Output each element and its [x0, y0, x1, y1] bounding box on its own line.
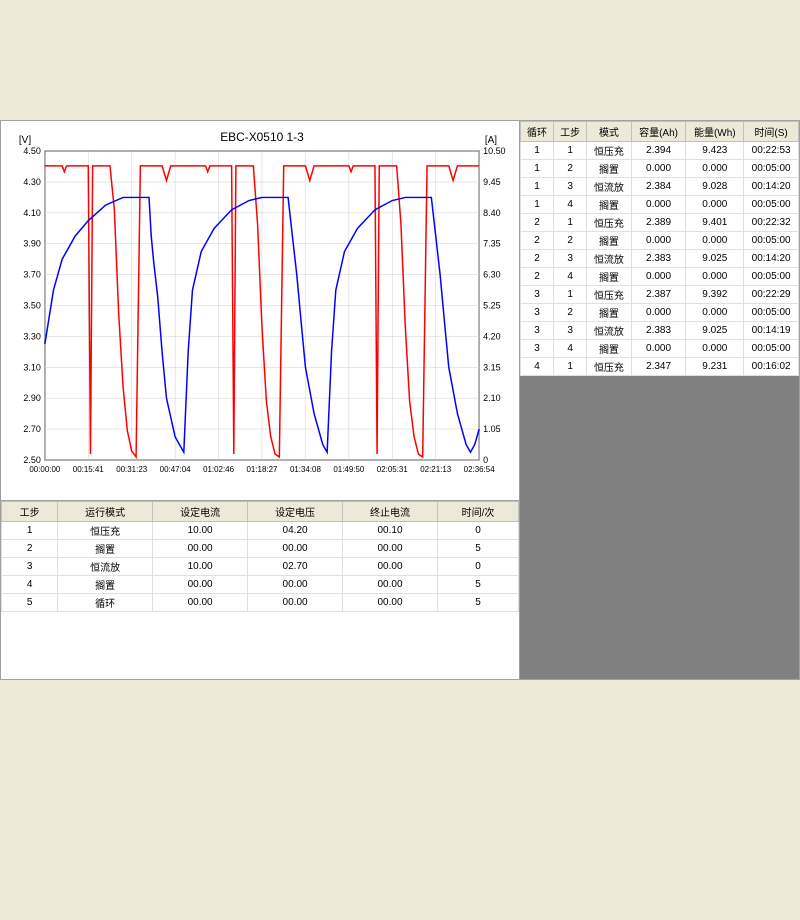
svg-text:01:02:46: 01:02:46 [203, 465, 235, 474]
svg-text:3.90: 3.90 [23, 239, 40, 249]
table-row[interactable]: 31恒压充2.3879.39200:22:29 [521, 286, 799, 304]
svg-text:5.25: 5.25 [483, 301, 500, 311]
result-table-header: 模式 [587, 122, 632, 142]
svg-text:[A]: [A] [485, 135, 497, 146]
svg-text:3.30: 3.30 [23, 331, 40, 341]
result-table[interactable]: 循环工步模式容量(Ah)能量(Wh)时间(S) 11恒压充2.3949.4230… [520, 121, 799, 376]
svg-text:EBC-X0510 1-3: EBC-X0510 1-3 [220, 130, 304, 144]
svg-text:4.50: 4.50 [23, 146, 40, 156]
table-row[interactable]: 12搁置0.0000.00000:05:00 [521, 160, 799, 178]
step-table-header: 工步 [2, 502, 58, 522]
svg-text:9.45: 9.45 [483, 177, 500, 187]
empty-area [520, 376, 799, 679]
table-row[interactable]: 2搁置00.0000.0000.005 [2, 540, 519, 558]
svg-text:7.35: 7.35 [483, 239, 500, 249]
svg-text:8.40: 8.40 [483, 208, 500, 218]
step-table-panel: 工步运行模式设定电流设定电压终止电流时间/次 1恒压充10.0004.2000.… [1, 501, 519, 679]
svg-text:3.10: 3.10 [23, 362, 40, 372]
table-row[interactable]: 41恒压充2.3479.23100:16:02 [521, 358, 799, 376]
table-row[interactable]: 34搁置0.0000.00000:05:00 [521, 340, 799, 358]
step-table-header: 运行模式 [58, 502, 153, 522]
svg-text:2.50: 2.50 [23, 455, 40, 465]
table-row[interactable]: 1恒压充10.0004.2000.100 [2, 522, 519, 540]
table-row[interactable]: 23恒流放2.3839.02500:14:20 [521, 250, 799, 268]
svg-text:0: 0 [483, 455, 488, 465]
table-row[interactable]: 14搁置0.0000.00000:05:00 [521, 196, 799, 214]
svg-text:00:31:23: 00:31:23 [116, 465, 148, 474]
step-table-header: 时间/次 [438, 502, 519, 522]
svg-text:00:47:04: 00:47:04 [160, 465, 192, 474]
svg-text:02:21:13: 02:21:13 [420, 465, 452, 474]
svg-text:3.50: 3.50 [23, 301, 40, 311]
result-table-header: 时间(S) [744, 122, 799, 142]
chart-svg: EBC-X0510 1-3 [V] [A] 2.50 0 2.70 1.05 2.90 2.10… [1, 121, 519, 500]
svg-text:2.70: 2.70 [23, 424, 40, 434]
table-row[interactable]: 33恒流放2.3839.02500:14:19 [521, 322, 799, 340]
svg-text:2.10: 2.10 [483, 393, 500, 403]
svg-text:1.05: 1.05 [483, 424, 500, 434]
right-column: 循环工步模式容量(Ah)能量(Wh)时间(S) 11恒压充2.3949.4230… [520, 120, 800, 680]
chart-panel: EBC-X0510 1-3 [V] [A] 2.50 0 2.70 1.05 2.90 2.10… [1, 121, 519, 501]
left-column: EBC-X0510 1-3 [V] [A] 2.50 0 2.70 1.05 2.90 2.10… [0, 120, 520, 680]
step-table-header: 终止电流 [343, 502, 438, 522]
svg-text:4.30: 4.30 [23, 177, 40, 187]
svg-text:01:49:50: 01:49:50 [333, 465, 365, 474]
svg-text:01:34:08: 01:34:08 [290, 465, 322, 474]
svg-text:02:05:31: 02:05:31 [377, 465, 409, 474]
app-root: EBC-X0510 1-3 [V] [A] 2.50 0 2.70 1.05 2.90 2.10… [0, 120, 800, 680]
step-table-header: 设定电压 [248, 502, 343, 522]
step-table-header: 设定电流 [153, 502, 248, 522]
result-table-header: 工步 [554, 122, 587, 142]
result-table-panel: 循环工步模式容量(Ah)能量(Wh)时间(S) 11恒压充2.3949.4230… [520, 121, 799, 376]
svg-text:01:18:27: 01:18:27 [247, 465, 279, 474]
table-row[interactable]: 11恒压充2.3949.42300:22:53 [521, 142, 799, 160]
svg-text:3.15: 3.15 [483, 362, 500, 372]
table-row[interactable]: 32搁置0.0000.00000:05:00 [521, 304, 799, 322]
table-row[interactable]: 22搁置0.0000.00000:05:00 [521, 232, 799, 250]
svg-text:02:36:54: 02:36:54 [464, 465, 496, 474]
svg-text:4.10: 4.10 [23, 208, 40, 218]
svg-text:3.70: 3.70 [23, 270, 40, 280]
svg-text:00:15:41: 00:15:41 [73, 465, 105, 474]
svg-text:2.90: 2.90 [23, 393, 40, 403]
svg-text:6.30: 6.30 [483, 270, 500, 280]
table-row[interactable]: 24搁置0.0000.00000:05:00 [521, 268, 799, 286]
table-row[interactable]: 5循环00.0000.0000.005 [2, 594, 519, 612]
svg-text:00:00:00: 00:00:00 [29, 465, 61, 474]
result-table-header: 能量(Wh) [686, 122, 744, 142]
svg-text:4.20: 4.20 [483, 331, 500, 341]
svg-text:10.50: 10.50 [483, 146, 505, 156]
result-table-header: 循环 [521, 122, 554, 142]
step-table[interactable]: 工步运行模式设定电流设定电压终止电流时间/次 1恒压充10.0004.2000.… [1, 501, 519, 612]
svg-text:[V]: [V] [19, 135, 31, 146]
table-row[interactable]: 3恒流放10.0002.7000.000 [2, 558, 519, 576]
table-row[interactable]: 21恒压充2.3899.40100:22:32 [521, 214, 799, 232]
table-row[interactable]: 13恒流放2.3849.02800:14:20 [521, 178, 799, 196]
result-table-header: 容量(Ah) [631, 122, 686, 142]
table-row[interactable]: 4搁置00.0000.0000.005 [2, 576, 519, 594]
